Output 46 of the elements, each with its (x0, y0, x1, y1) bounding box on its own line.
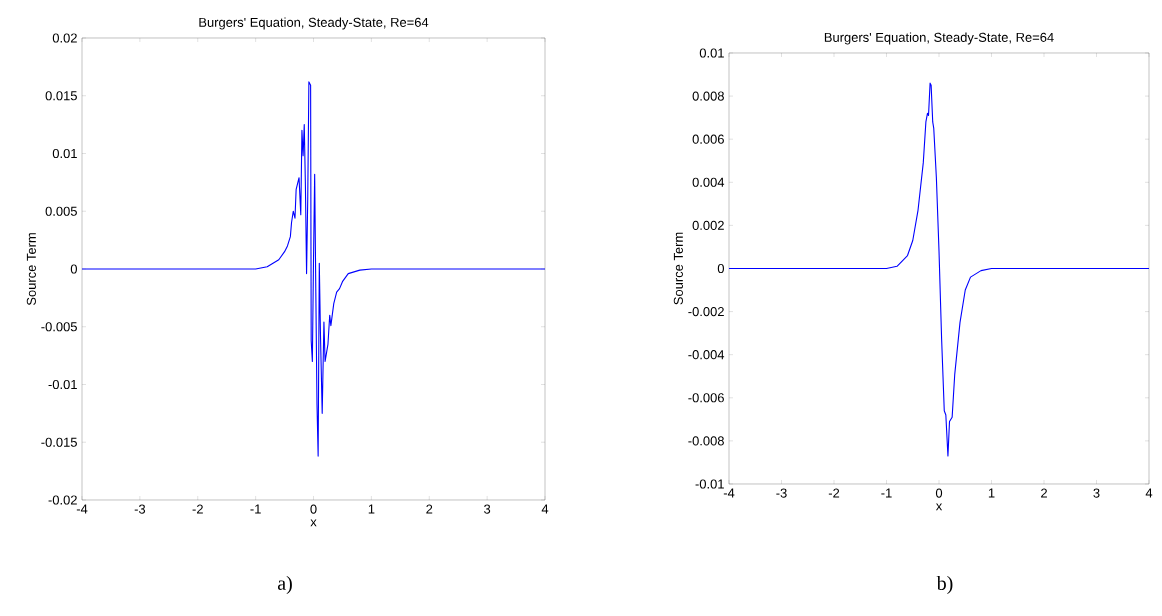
x-tick-label: 0 (935, 488, 943, 498)
text: b) (936, 575, 953, 595)
text: a) (277, 575, 292, 595)
y-tick-label: 0.005 (45, 206, 77, 216)
y-tick-label: -0.015 (41, 437, 77, 447)
y-tick-label: 0.006 (692, 134, 724, 144)
y-tick-label: 0.01 (52, 148, 77, 159)
chart-title: Burgers' Equation, Steady-State, Re=64 (199, 17, 429, 30)
y-tick-label: 0.004 (692, 177, 725, 187)
x-tick-label: 2 (426, 504, 433, 514)
y-tick-label: 0.008 (692, 91, 724, 101)
y-axis-title: Source Term (673, 232, 683, 305)
x-tick-label: 2 (1041, 488, 1047, 498)
y-axis-title: Source Term (26, 233, 36, 306)
y-tick-label: -0.002 (688, 307, 724, 317)
x-tick-label: -2 (828, 488, 840, 498)
y-tick-label: -0.01 (695, 479, 724, 489)
x-tick-label: 0 (310, 504, 317, 514)
y-tick-label: -0.004 (688, 350, 725, 360)
y-tick-label: 0 (717, 263, 724, 274)
x-axis-title: x (935, 503, 943, 511)
y-tick-label: -0.01 (48, 379, 77, 390)
y-tick-label: 0 (70, 264, 77, 274)
x-tick-label: -2 (192, 504, 203, 514)
x-tick-label: -1 (881, 488, 892, 498)
y-tick-label: 0.015 (45, 91, 77, 101)
y-tick-label: 0.02 (52, 33, 77, 43)
x-tick-label: 3 (484, 504, 491, 514)
x-tick-label: -3 (134, 504, 146, 514)
y-tick-label: 0.01 (699, 48, 724, 58)
x-tick-label: -3 (776, 488, 787, 498)
chart-title: Burgers' Equation, Steady-State, Re=64 (824, 32, 1054, 45)
x-tick-label: -4 (723, 488, 735, 498)
y-tick-label: -0.02 (48, 495, 77, 505)
x-tick-label: 4 (541, 504, 549, 514)
x-tick-label: -1 (250, 504, 261, 514)
x-tick-label: 4 (1145, 488, 1153, 498)
x-tick-label: 3 (1093, 488, 1100, 498)
x-tick-label: -4 (76, 504, 88, 514)
x-tick-label: 1 (368, 504, 375, 514)
y-tick-label: -0.006 (688, 393, 724, 403)
y-tick-label: -0.008 (688, 436, 724, 446)
x-axis-title: x (310, 519, 317, 527)
x-tick-label: 1 (988, 488, 995, 498)
y-tick-label: 0.002 (692, 220, 724, 230)
y-tick-label: -0.005 (41, 322, 77, 332)
